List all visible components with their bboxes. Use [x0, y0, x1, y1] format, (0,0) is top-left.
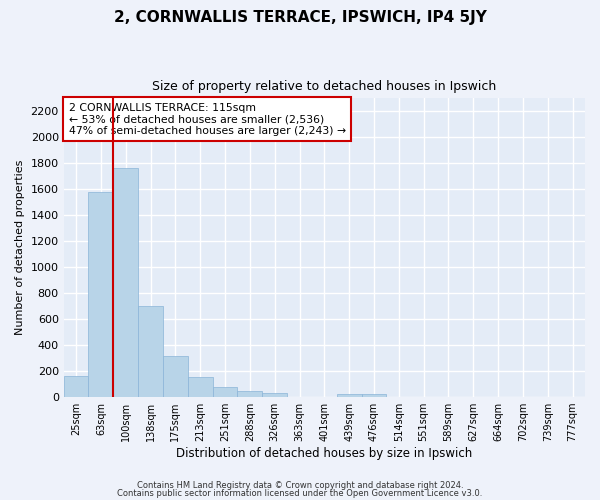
Title: Size of property relative to detached houses in Ipswich: Size of property relative to detached ho…	[152, 80, 496, 93]
Text: 2, CORNWALLIS TERRACE, IPSWICH, IP4 5JY: 2, CORNWALLIS TERRACE, IPSWICH, IP4 5JY	[113, 10, 487, 25]
Bar	[113, 168, 138, 397]
Bar	[163, 356, 188, 397]
Bar	[337, 394, 362, 397]
X-axis label: Distribution of detached houses by size in Ipswich: Distribution of detached houses by size …	[176, 447, 472, 460]
Text: Contains public sector information licensed under the Open Government Licence v3: Contains public sector information licen…	[118, 488, 482, 498]
Bar	[64, 376, 88, 397]
Text: 2 CORNWALLIS TERRACE: 115sqm
← 53% of detached houses are smaller (2,536)
47% of: 2 CORNWALLIS TERRACE: 115sqm ← 53% of de…	[69, 103, 346, 136]
Bar	[362, 394, 386, 397]
Bar	[138, 306, 163, 397]
Bar	[188, 377, 212, 397]
Bar	[262, 393, 287, 397]
Bar	[212, 386, 238, 397]
Bar	[88, 192, 113, 397]
Text: Contains HM Land Registry data © Crown copyright and database right 2024.: Contains HM Land Registry data © Crown c…	[137, 481, 463, 490]
Y-axis label: Number of detached properties: Number of detached properties	[15, 160, 25, 336]
Bar	[238, 391, 262, 397]
